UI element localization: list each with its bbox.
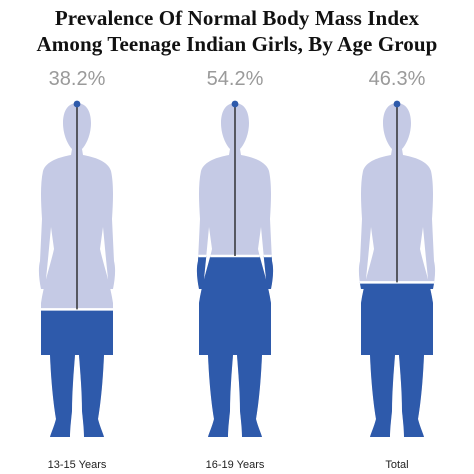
value-label: 54.2% (207, 68, 264, 90)
value-marker-dot (231, 100, 239, 108)
chart-title-line-1: Prevalence Of Normal Body Mass Index (54, 6, 420, 30)
value-marker-dot (73, 100, 81, 108)
figure-fill-bar (196, 255, 274, 437)
figure-group-1: 54.2% 16-19 Years (196, 68, 274, 471)
category-label: 16-19 Years (206, 459, 265, 471)
chart-title-line-2: Among Teenage Indian Girls, By Age Group (36, 32, 438, 56)
value-label: 38.2% (49, 68, 106, 90)
figure-group-0: 38.2% 13-15 Years (38, 68, 116, 471)
figure-fill-bar (358, 282, 436, 437)
category-label: Total (385, 459, 408, 471)
value-marker-dot (393, 100, 401, 108)
category-label: 13-15 Years (48, 459, 107, 471)
value-label: 46.3% (369, 68, 426, 90)
figure-fill-bar (38, 309, 116, 437)
chart-marks: 38.2% 13-15 Years 54.2% 16-19 Years 46.3% Tot… (38, 68, 436, 471)
figure-group-2: 46.3% Total (358, 68, 436, 471)
